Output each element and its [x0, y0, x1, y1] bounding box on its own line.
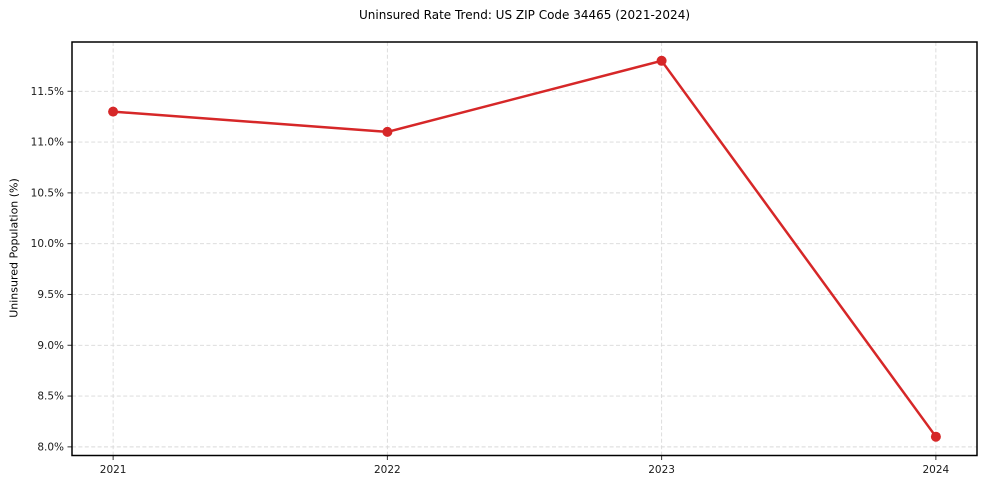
- trend-line: [111, 59, 938, 438]
- data-point-marker: [108, 106, 119, 117]
- y-tick-label: 8.0%: [37, 441, 64, 453]
- x-tick-label: 2023: [648, 464, 675, 476]
- y-tick-label: 10.5%: [31, 187, 64, 199]
- y-tick-label: 10.0%: [31, 238, 64, 250]
- y-tick-label: 9.5%: [37, 289, 64, 301]
- y-tick-label: 11.0%: [31, 137, 64, 149]
- chart-title: Uninsured Rate Trend: US ZIP Code 34465 …: [358, 8, 691, 22]
- x-tick-label: 2021: [100, 464, 127, 476]
- data-point-marker: [930, 431, 941, 442]
- data-point-marker: [656, 55, 667, 66]
- y-tick-label: 11.5%: [31, 86, 64, 98]
- y-tick-label: 9.0%: [37, 340, 64, 352]
- plot-border: [71, 41, 978, 457]
- x-tick-label: 2024: [922, 464, 949, 476]
- data-point-marker: [382, 126, 393, 137]
- x-tick-label: 2022: [374, 464, 401, 476]
- y-tick-label: 8.5%: [37, 391, 64, 403]
